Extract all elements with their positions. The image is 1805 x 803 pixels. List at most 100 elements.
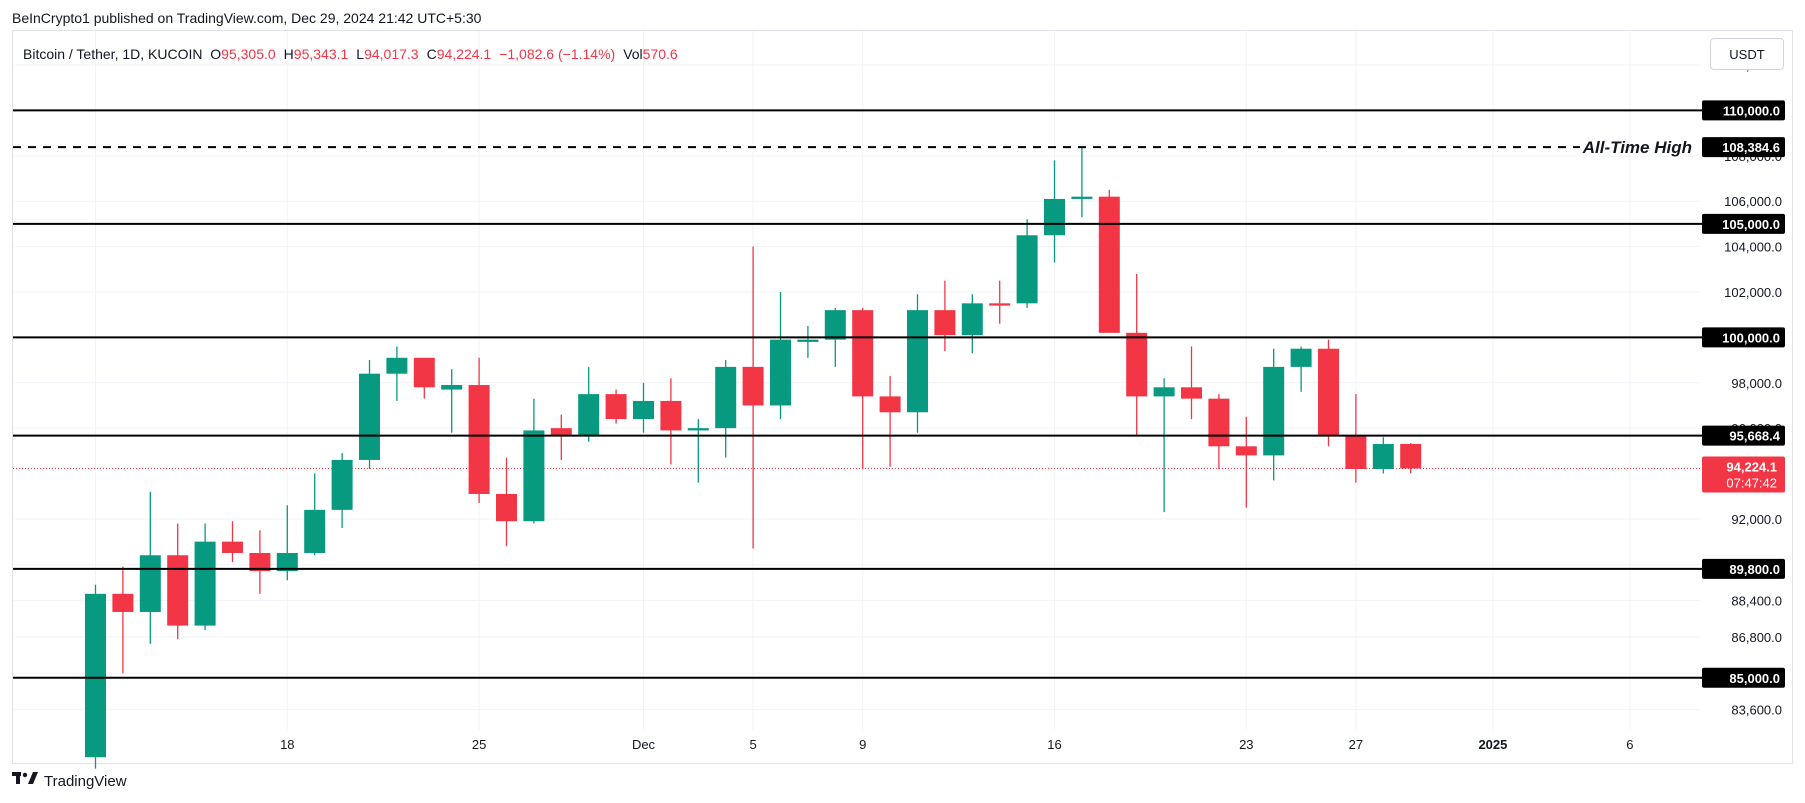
published-by-header: BeInCrypto1 published on TradingView.com…: [12, 10, 482, 26]
all-time-high-label: All-Time High: [1582, 138, 1692, 157]
candle-body: [276, 552, 298, 572]
candle-body: [1372, 444, 1394, 470]
candle-body: [413, 357, 435, 388]
legend-low-label: L: [356, 46, 365, 62]
candle-body: [907, 310, 928, 413]
candle-body: [1208, 398, 1230, 447]
level-price-tag: [1702, 100, 1785, 121]
candle-body: [468, 385, 490, 494]
candle-body: [770, 339, 791, 406]
legend-open-value: 95,305.0: [221, 46, 276, 62]
candle-body: [633, 400, 654, 420]
candle-body: [523, 430, 545, 522]
candle-body: [1153, 387, 1175, 397]
candle-body: [879, 396, 901, 413]
candle-body: [742, 366, 764, 406]
candle-body: [1400, 443, 1422, 469]
legend-close-value: 94,224.1: [436, 46, 492, 62]
level-price-tag-label: 85,000.0: [1729, 671, 1780, 686]
candle-body: [112, 593, 134, 612]
candle-body: [961, 303, 983, 336]
legend-high-value: 95,343.1: [293, 46, 349, 62]
candle-body: [1345, 434, 1367, 470]
y-axis-tick-label: 102,000.0: [1724, 285, 1782, 300]
tradingview-brand[interactable]: TradingView: [44, 772, 127, 790]
tradingview-logo-icon[interactable]: [12, 772, 38, 790]
candle-body: [386, 357, 408, 374]
y-axis-tick-label: 98,000.0: [1731, 376, 1782, 391]
candle-body: [550, 428, 572, 435]
candle-body: [1263, 366, 1285, 456]
candle-body: [605, 394, 627, 420]
candle-body: [989, 303, 1011, 306]
tradingview-logo-icon-svg: [12, 772, 38, 784]
candle-body: [1098, 196, 1120, 333]
level-price-tag: [1702, 137, 1785, 158]
level-price-tag-label: 108,384.6: [1722, 140, 1780, 155]
legend-high-label: H: [283, 46, 294, 62]
x-axis-tick-label: 18: [280, 737, 294, 752]
level-price-tag: [1702, 327, 1785, 348]
y-axis-tick-label: 92,000.0: [1731, 512, 1782, 527]
candle-body: [1235, 446, 1257, 456]
candle-body: [194, 541, 216, 626]
x-axis-tick-label: 27: [1349, 737, 1363, 752]
legend-symbol: Bitcoin / Tether, 1D, KUCOIN: [23, 46, 203, 62]
candle-body: [660, 400, 682, 431]
x-axis-tick-label: 23: [1239, 737, 1253, 752]
candle-body: [824, 310, 846, 340]
currency-button[interactable]: USDT: [1710, 38, 1784, 70]
candle-body: [139, 555, 161, 612]
chart-frame: [12, 30, 1793, 764]
level-price-tag-label: 95,668.4: [1729, 429, 1780, 444]
level-price-tag-label: 89,800.0: [1729, 562, 1780, 577]
candle-body: [852, 310, 874, 397]
footer: TradingView: [12, 772, 127, 790]
level-price-tag: [1702, 213, 1785, 234]
y-axis-tick-label: 106,000.0: [1724, 194, 1782, 209]
level-price-tag-label: 100,000.0: [1722, 330, 1780, 345]
legend-low-value: 94,017.3: [364, 46, 419, 62]
candle-body: [1071, 196, 1093, 199]
x-axis-tick-label: 9: [859, 737, 866, 752]
candle-body: [359, 373, 380, 460]
level-price-tag: [1702, 667, 1785, 688]
x-axis: 111825Dec5916232720256: [89, 737, 1634, 752]
candle-body: [1181, 387, 1202, 399]
x-axis-tick-label: 25: [472, 737, 486, 752]
y-axis-tick-label: 86,800.0: [1731, 630, 1782, 645]
candle-body: [1044, 198, 1065, 236]
candle-body: [331, 459, 353, 510]
candle-body: [1318, 348, 1339, 435]
x-axis-tick-label: 16: [1047, 737, 1061, 752]
x-axis-tick-label: 2025: [1478, 737, 1507, 752]
y-axis-tick-label: 83,600.0: [1731, 703, 1782, 718]
level-price-tag-label: 110,000.0: [1723, 103, 1780, 118]
y-axis-tick-label: 104,000.0: [1724, 240, 1782, 255]
candle-body: [715, 366, 737, 429]
candle-body: [249, 552, 271, 572]
candles: [85, 147, 1422, 769]
last-price-countdown: 07:47:42: [1726, 475, 1777, 490]
candle-body: [222, 541, 243, 553]
x-axis-tick-label: Dec: [632, 737, 656, 752]
candle-body: [304, 509, 326, 553]
candle-body: [934, 310, 956, 336]
level-price-tag: [1702, 558, 1785, 579]
candle-body: [1290, 348, 1312, 367]
price-levels: 110,000.0 All-Time High 108,384.6 105,000.0…: [13, 100, 1785, 688]
legend-close-label: C: [426, 46, 437, 62]
y-axis-tick-label: 88,400.0: [1731, 594, 1782, 609]
legend-volume-value: 570.6: [642, 46, 678, 62]
candle-body: [687, 428, 709, 431]
legend-volume-label: Vol: [623, 46, 643, 62]
candle-body: [1126, 332, 1148, 397]
level-price-tag: [1702, 425, 1785, 446]
legend-change: −1,082.6 (−1.14%): [499, 46, 616, 62]
x-axis-tick-label: 5: [749, 737, 756, 752]
x-axis-tick-label: 6: [1626, 737, 1633, 752]
candle-body: [85, 593, 106, 758]
level-price-tag-label: 105,000.0: [1722, 217, 1780, 232]
candle-body: [167, 555, 189, 626]
